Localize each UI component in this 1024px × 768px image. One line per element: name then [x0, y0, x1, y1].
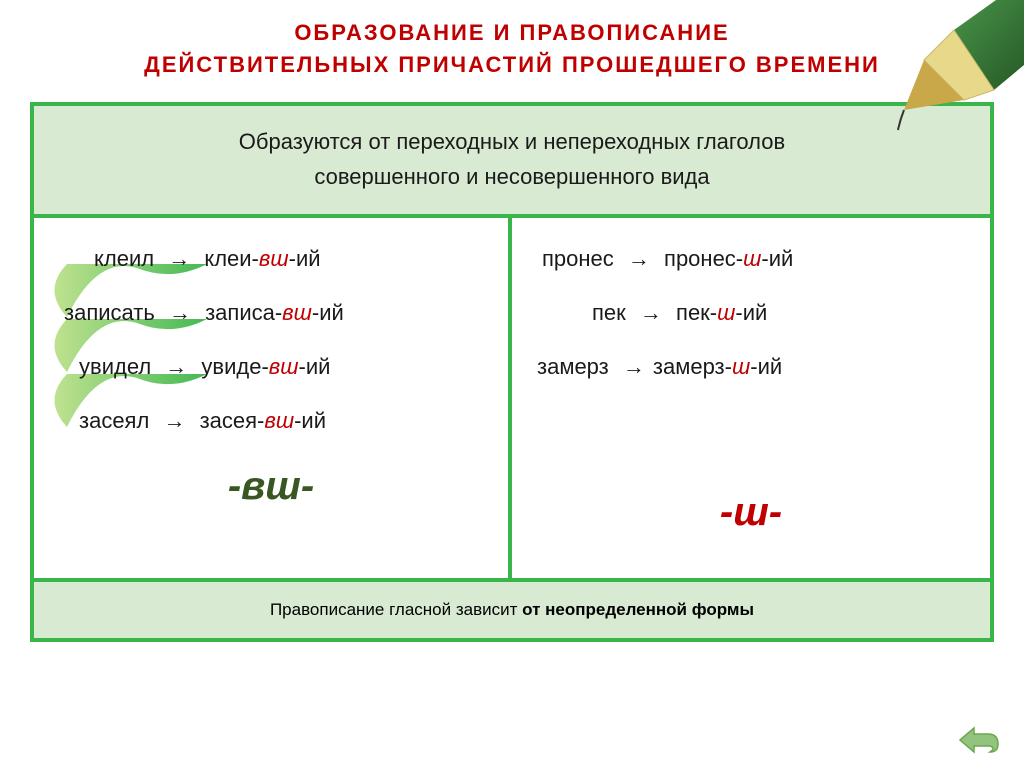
- example-stem: увиде-: [201, 354, 268, 379]
- example-ending: -ий: [312, 300, 344, 325]
- example-stem: засея-: [200, 408, 265, 433]
- footer-accent: от неопределенной формы: [522, 600, 754, 619]
- grammar-table: Образуются от переходных и непереходных …: [30, 102, 994, 642]
- example-suffix: вш: [282, 300, 312, 325]
- example-row: записать → записа-вш-ий: [54, 300, 488, 326]
- example-src: увидел: [79, 354, 151, 379]
- example-ending: -ий: [761, 246, 793, 271]
- pen-decoration: [824, 0, 1024, 140]
- back-button[interactable]: [958, 724, 1000, 756]
- table-body: клеил → клеи-вш-ий записать → записа-вш-…: [34, 218, 990, 578]
- example-suffix: вш: [269, 354, 299, 379]
- example-ending: -ий: [289, 246, 321, 271]
- footer-plain: Правописание гласной зависит: [270, 600, 522, 619]
- example-stem: записа-: [205, 300, 282, 325]
- example-row: увидел → увиде-вш-ий: [54, 354, 488, 380]
- example-row: замерз → замерз-ш-ий: [532, 354, 970, 380]
- example-ending: -ий: [750, 354, 782, 379]
- example-stem: клеи-: [204, 246, 259, 271]
- example-stem: замерз-: [653, 354, 732, 379]
- example-stem: пронес-: [664, 246, 743, 271]
- arrow-icon: →: [165, 354, 187, 379]
- arrow-icon: →: [163, 408, 185, 433]
- example-stem: пек-: [676, 300, 717, 325]
- suffix-label-left: -вш-: [54, 464, 488, 509]
- example-row: клеил → клеи-вш-ий: [54, 246, 488, 272]
- example-suffix: вш: [264, 408, 294, 433]
- suffix-label-right: -ш-: [532, 490, 970, 535]
- example-src: записать: [64, 300, 155, 325]
- arrow-icon: →: [628, 246, 650, 271]
- example-suffix: ш: [717, 300, 735, 325]
- arrow-icon: →: [623, 354, 645, 379]
- example-src: пронес: [542, 246, 614, 271]
- arrow-icon: →: [169, 300, 191, 325]
- table-footer: Правописание гласной зависит от неопреде…: [34, 578, 990, 638]
- arrow-icon: →: [640, 300, 662, 325]
- example-ending: -ий: [299, 354, 331, 379]
- left-column: клеил → клеи-вш-ий записать → записа-вш-…: [34, 218, 512, 578]
- arrow-icon: →: [168, 246, 190, 271]
- example-suffix: ш: [743, 246, 761, 271]
- example-src: клеил: [94, 246, 154, 271]
- example-src: пек: [592, 300, 626, 325]
- example-suffix: вш: [259, 246, 289, 271]
- right-column: пронес → пронес-ш-ий пек → пек-ш-ий заме…: [512, 218, 990, 578]
- example-row: пек → пек-ш-ий: [532, 300, 970, 326]
- example-ending: -ий: [294, 408, 326, 433]
- example-suffix: ш: [732, 354, 750, 379]
- header-line-2: совершенного и несовершенного вида: [44, 159, 980, 194]
- example-src: засеял: [79, 408, 149, 433]
- example-row: пронес → пронес-ш-ий: [532, 246, 970, 272]
- example-row: засеял → засея-вш-ий: [54, 408, 488, 434]
- example-src: замерз: [537, 354, 609, 379]
- example-ending: -ий: [735, 300, 767, 325]
